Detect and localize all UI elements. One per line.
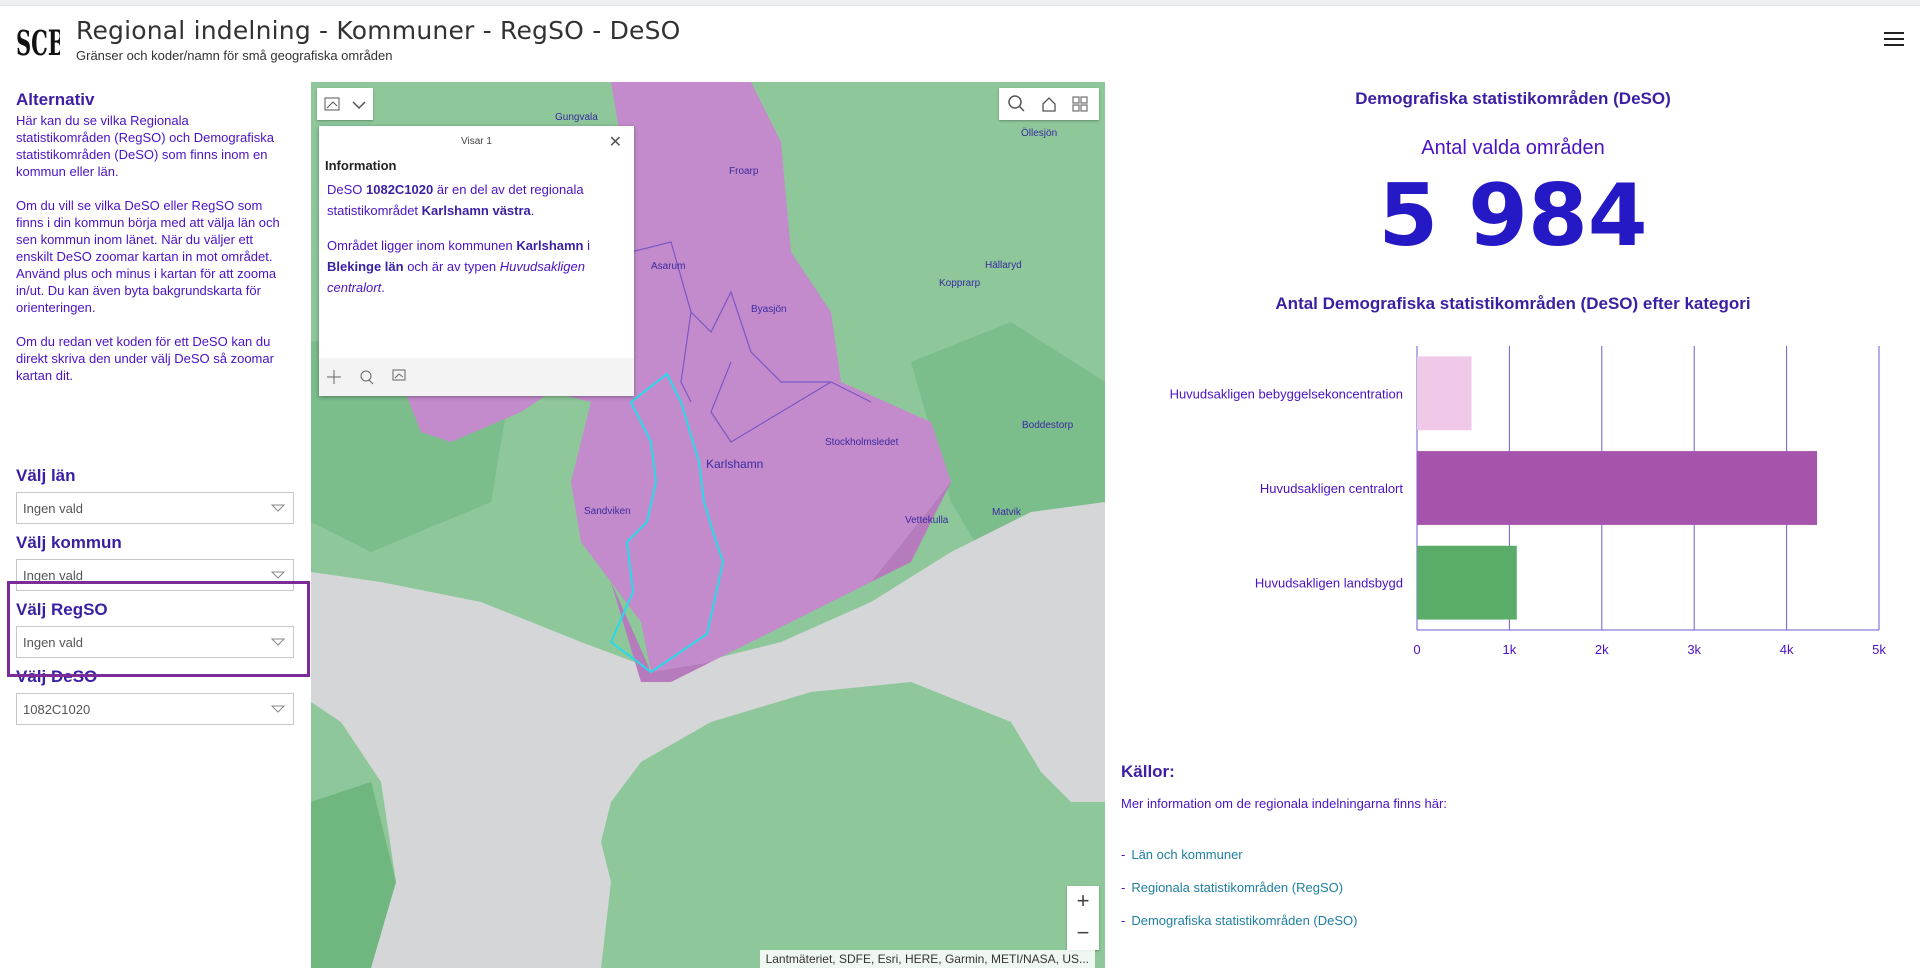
select-regso-label: Välj RegSO bbox=[16, 600, 108, 619]
chevron-down-icon bbox=[271, 504, 285, 512]
zoom-controls: + − bbox=[1067, 886, 1099, 950]
popup-lan: Blekinge län bbox=[327, 259, 404, 274]
place-label: Kopprarp bbox=[939, 278, 981, 289]
select-lan-dropdown[interactable]: Ingen vald bbox=[16, 492, 294, 524]
category-label: Huvudsakligen centralort bbox=[1260, 481, 1403, 496]
page-subtitle: Gränser och koder/namn för små geografis… bbox=[76, 48, 393, 63]
place-label: Hällaryd bbox=[985, 260, 1022, 271]
count-value: 5 984 bbox=[1378, 166, 1648, 266]
svg-text:SCB: SCB bbox=[16, 22, 60, 63]
close-icon[interactable]: ✕ bbox=[608, 134, 622, 151]
intro-paragraph: Här kan du se vilka Regionala statistiko… bbox=[16, 113, 274, 179]
x-tick-label: 5k bbox=[1872, 642, 1886, 657]
browser-top-strip bbox=[0, 0, 1920, 6]
x-tick-label: 4k bbox=[1780, 642, 1794, 657]
bar bbox=[1417, 356, 1472, 431]
select-regso-value: Ingen vald bbox=[23, 635, 83, 650]
popup-title: Information bbox=[325, 158, 397, 173]
popup-actions bbox=[319, 358, 634, 396]
select-kommun-label: Välj kommun bbox=[16, 533, 122, 552]
popup-deso-code: 1082C1020 bbox=[366, 182, 434, 197]
sources-lead: Mer information om de regionala indelnin… bbox=[1121, 796, 1447, 811]
count-label: Antal valda områden bbox=[1421, 137, 1605, 159]
x-tick-label: 2k bbox=[1595, 642, 1609, 657]
link-regso[interactable]: - Regionala statistikområden (RegSO) bbox=[1121, 880, 1344, 895]
place-label: Öllesjön bbox=[1021, 127, 1057, 139]
chevron-down-icon bbox=[271, 638, 285, 646]
select-deso-dropdown[interactable]: 1082C1020 bbox=[16, 693, 294, 725]
search-icon[interactable] bbox=[999, 88, 1099, 120]
options-heading: Alternativ bbox=[16, 90, 95, 109]
stats-panel: Demografiska statistikområden (DeSO) Ant… bbox=[1106, 82, 1920, 968]
x-tick-label: 3k bbox=[1687, 642, 1701, 657]
pan-icon[interactable] bbox=[327, 370, 341, 384]
category-label: Huvudsakligen landsbygd bbox=[1255, 576, 1403, 591]
place-label: Vettekulla bbox=[905, 515, 949, 526]
bar bbox=[1417, 451, 1818, 525]
scb-logo: SCB bbox=[16, 22, 60, 63]
popup-regso-name: Karlshamn västra bbox=[421, 203, 531, 218]
map-view[interactable]: Gungvala Öllesjön Froarp Asarum Byasjön … bbox=[311, 82, 1105, 968]
place-label: Byasjön bbox=[751, 304, 787, 315]
place-label: Sandviken bbox=[584, 506, 631, 517]
sources-section: Källor: Mer information om de regionala … bbox=[1121, 762, 1447, 946]
popup-counter: Visar 1 bbox=[461, 136, 492, 147]
zoom-out-button[interactable]: − bbox=[1076, 920, 1090, 945]
chevron-down-icon bbox=[271, 705, 285, 713]
place-label: Froarp bbox=[729, 166, 759, 177]
select-regso-dropdown[interactable]: Ingen vald bbox=[16, 626, 294, 658]
stats-title: Demografiska statistikområden (DeSO) bbox=[1355, 89, 1671, 108]
zoom-to-icon[interactable] bbox=[360, 370, 374, 385]
category-bar-chart: 0 1k 2k 3k 4k 5k Huvudsakligen bebyggelsekonce… bbox=[1170, 346, 1886, 657]
hamburger-menu-icon[interactable] bbox=[1882, 28, 1906, 52]
select-lan-label: Välj län bbox=[16, 466, 76, 485]
category-label: Huvudsakligen bebyggelsekoncentration bbox=[1170, 386, 1403, 401]
bar bbox=[1417, 545, 1517, 620]
popup-paragraph-deso: DeSO 1082C1020 är en del av det regional… bbox=[327, 182, 584, 218]
page-title: Regional indelning - Kommuner - RegSO - … bbox=[76, 16, 681, 45]
place-label: Stockholmsledet bbox=[825, 437, 899, 448]
select-lan-value: Ingen vald bbox=[23, 501, 83, 516]
zoom-in-button[interactable]: + bbox=[1076, 888, 1090, 913]
place-label: Boddestorp bbox=[1022, 420, 1074, 431]
popup-header: Visar 1 ✕ bbox=[319, 126, 634, 154]
place-label: Matvik bbox=[992, 507, 1022, 518]
chevron-down-icon bbox=[271, 571, 285, 579]
x-tick-label: 0 bbox=[1413, 642, 1420, 657]
app-header: SCB Regional indelning - Kommuner - RegS… bbox=[0, 8, 1920, 68]
place-label: Asarum bbox=[651, 261, 685, 272]
place-label: Karlshamn bbox=[706, 457, 763, 471]
select-kommun-value: Ingen vald bbox=[23, 568, 83, 583]
intro-paragraph: Om du vill se vilka DeSO eller RegSO som… bbox=[16, 198, 280, 315]
popup-body: DeSO 1082C1020 är en del av det regional… bbox=[319, 177, 634, 300]
link-lan-kommuner[interactable]: - Län och kommuner bbox=[1121, 847, 1243, 862]
map-tools-toolbar bbox=[999, 88, 1099, 120]
x-tick-label: 1k bbox=[1503, 642, 1517, 657]
chart-title: Antal Demografiska statistikområden (DeS… bbox=[1275, 294, 1751, 313]
link-deso[interactable]: - Demografiska statistikområden (DeSO) bbox=[1121, 913, 1358, 928]
select-deso-value: 1082C1020 bbox=[23, 702, 91, 717]
layer-select-icon[interactable] bbox=[317, 88, 373, 120]
options-panel: Alternativ Här kan du se vilka Regionala… bbox=[0, 82, 310, 968]
select-kommun-dropdown[interactable]: Ingen vald bbox=[16, 559, 294, 591]
intro-paragraph: Om du redan vet koden för ett DeSO kan d… bbox=[16, 334, 274, 383]
sources-heading: Källor: bbox=[1121, 762, 1175, 781]
options-intro: Här kan du se vilka Regionala statistiko… bbox=[16, 112, 286, 401]
place-label: Gungvala bbox=[555, 112, 598, 123]
popup-typ: Huvudsakligen centralort bbox=[327, 259, 585, 295]
map-attribution: Lantmäteriet, SDFE, Esri, HERE, Garmin, … bbox=[759, 950, 1095, 968]
popup-paragraph-location: Området ligger inom kommunen Karlshamn i… bbox=[327, 238, 591, 295]
popup-kommun: Karlshamn bbox=[516, 238, 584, 253]
select-feature-icon[interactable] bbox=[392, 369, 406, 381]
deso-selection-highlight bbox=[7, 581, 310, 677]
info-popup: Visar 1 ✕ Information DeSO 1082C1020 är … bbox=[319, 126, 634, 396]
map-layer-toolbar bbox=[317, 88, 373, 120]
